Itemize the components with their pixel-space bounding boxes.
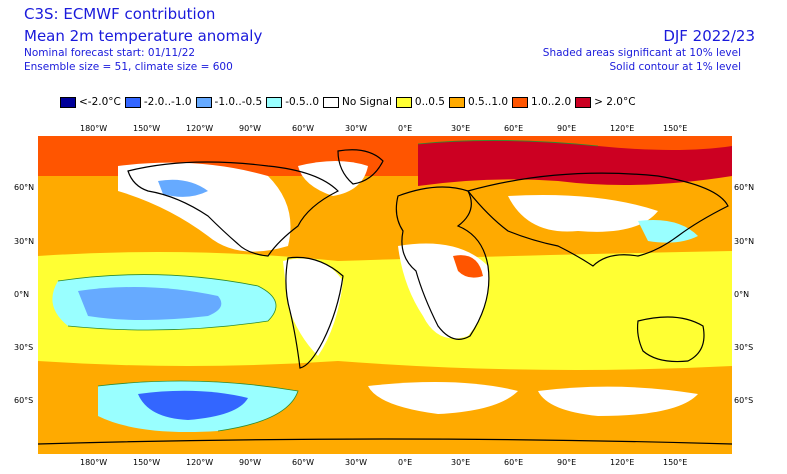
title-line1: C3S: ECMWF contribution	[24, 5, 216, 23]
lat-tick-right: 30°N	[734, 237, 755, 246]
legend-label: -0.5..0	[285, 96, 320, 108]
legend-label: -2.0..-1.0	[143, 96, 192, 108]
lon-tick-bottom: 150°E	[663, 458, 688, 467]
ensemble-size: Ensemble size = 51, climate size = 600	[24, 61, 233, 73]
legend: <-2.0°C -2.0..-1.0 -1.0..-0.5 -0.5..0 No Sig…	[60, 95, 640, 109]
lon-tick-top: 0°E	[398, 124, 413, 133]
significance-contours	[57, 140, 599, 432]
coastlines	[37, 149, 733, 445]
lon-tick-top: 60°E	[504, 124, 524, 133]
anomaly-map	[37, 136, 733, 454]
legend-item: -1.0..-0.5	[195, 96, 263, 108]
forecast-period: DJF 2022/23	[663, 27, 755, 45]
legend-item: <-2.0°C	[60, 96, 121, 108]
lon-tick-bottom: 90°E	[557, 458, 577, 467]
lon-tick-bottom: 150°W	[133, 458, 161, 467]
lon-tick-bottom: 0°E	[398, 458, 413, 467]
lon-tick-bottom: 180°W	[80, 458, 108, 467]
significance-note: Shaded areas significant at 10% level	[542, 47, 741, 59]
legend-swatch	[448, 96, 465, 108]
legend-item: 0..0.5	[395, 96, 445, 108]
lon-tick-top: 90°W	[239, 124, 262, 133]
lat-tick-right: 60°N	[734, 183, 755, 192]
legend-label: No Signal	[342, 96, 392, 108]
lon-tick-top: 30°W	[345, 124, 368, 133]
legend-swatch	[124, 96, 141, 108]
lat-tick-right: 30°S	[734, 343, 754, 352]
legend-label: 0..0.5	[414, 96, 445, 108]
lon-tick-bottom: 30°E	[451, 458, 471, 467]
map-svg	[37, 136, 733, 454]
legend-swatch	[323, 96, 340, 108]
legend-item: No Signal	[323, 96, 392, 108]
lon-tick-bottom: 120°E	[610, 458, 635, 467]
legend-swatch	[195, 96, 212, 108]
legend-item: > 2.0°C	[575, 96, 636, 108]
lon-tick-bottom: 120°W	[186, 458, 214, 467]
lon-tick-bottom: 90°W	[239, 458, 262, 467]
lat-tick-right: 0°N	[734, 290, 750, 299]
legend-swatch	[60, 96, 76, 108]
lon-tick-top: 60°W	[292, 124, 315, 133]
lon-tick-bottom: 60°E	[504, 458, 524, 467]
legend-item: 1.0..2.0	[512, 96, 571, 108]
lat-tick-left: 60°S	[14, 396, 34, 405]
lat-tick-left: 0°N	[14, 290, 30, 299]
lon-tick-top: 150°E	[663, 124, 688, 133]
lat-tick-right: 60°S	[734, 396, 754, 405]
lon-tick-bottom: 30°W	[345, 458, 368, 467]
lon-tick-bottom: 60°W	[292, 458, 315, 467]
lon-tick-top: 30°E	[451, 124, 471, 133]
legend-item: -2.0..-1.0	[124, 96, 192, 108]
legend-label: -1.0..-0.5	[214, 96, 263, 108]
legend-label: 1.0..2.0	[531, 96, 572, 108]
legend-swatch	[395, 96, 412, 108]
lon-tick-top: 90°E	[557, 124, 577, 133]
legend-label: > 2.0°C	[594, 96, 636, 108]
lon-tick-top: 150°W	[133, 124, 161, 133]
legend-swatch	[575, 96, 592, 108]
anomaly-shading	[38, 136, 732, 454]
lat-tick-left: 30°S	[14, 343, 34, 352]
lon-tick-top: 120°W	[186, 124, 214, 133]
legend-item: 0.5..1.0	[448, 96, 509, 108]
forecast-start: Nominal forecast start: 01/11/22	[24, 47, 196, 59]
legend-label: 0.5..1.0	[467, 96, 509, 108]
title-line2: Mean 2m temperature anomaly	[24, 27, 263, 45]
lat-tick-left: 30°N	[14, 237, 35, 246]
legend-label: <-2.0°C	[79, 96, 121, 108]
legend-swatch	[266, 96, 283, 108]
lon-tick-top: 180°W	[80, 124, 108, 133]
lon-tick-top: 120°E	[610, 124, 635, 133]
legend-swatch	[512, 96, 529, 108]
lat-tick-left: 60°N	[14, 183, 35, 192]
legend-item: -0.5..0	[266, 96, 319, 108]
contour-note: Solid contour at 1% level	[609, 61, 741, 73]
